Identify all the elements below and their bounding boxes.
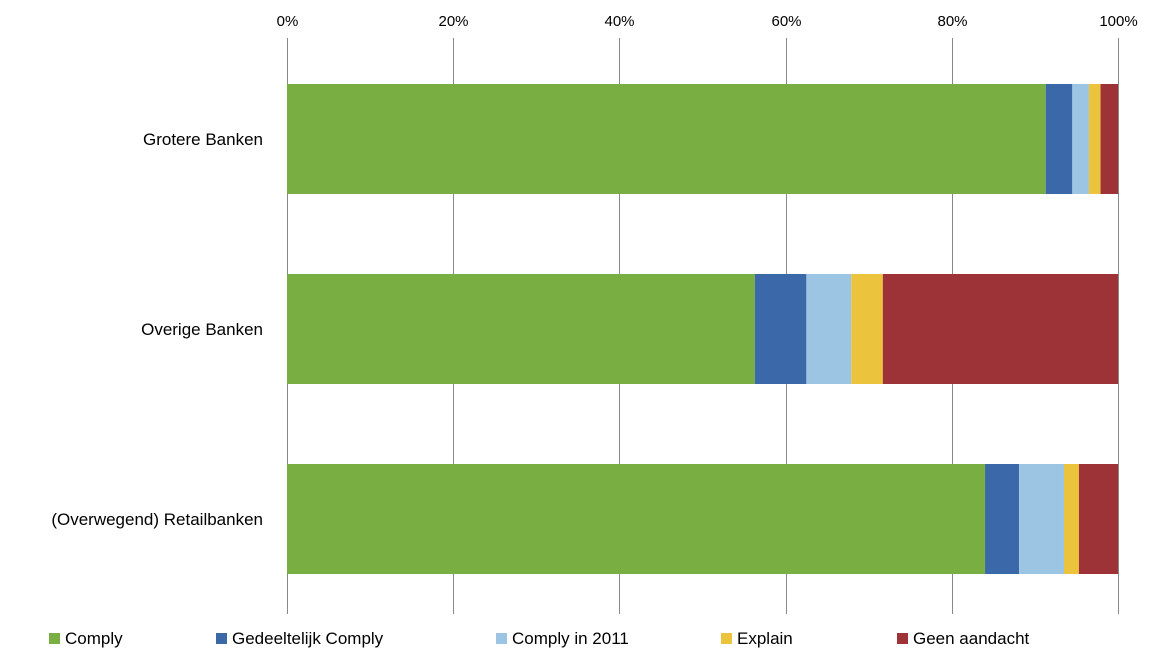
bar-segment-2-0 <box>287 464 986 574</box>
bar-segment-2-3 <box>1063 464 1079 574</box>
bar-segment-0-1 <box>1045 84 1073 194</box>
bar-segment-1-2 <box>806 274 852 384</box>
legend-label-3: Explain <box>737 629 793 648</box>
legend-label-0: Comply <box>65 629 123 648</box>
bar-segment-2-4 <box>1078 464 1118 574</box>
bar-segment-0-2 <box>1072 84 1089 194</box>
bar-segment-1-0 <box>287 274 755 384</box>
bar-segment-1-3 <box>851 274 883 384</box>
tick-label-80: 80% <box>937 13 967 30</box>
tick-label-0: 0% <box>277 13 299 30</box>
legend: Comply Gedeeltelijk Comply Comply in 2011 E… <box>49 629 1030 648</box>
tick-label-60: 60% <box>771 13 801 30</box>
category-label-1: Overige Banken <box>141 320 263 339</box>
bar-segment-1-4 <box>882 274 1118 384</box>
bars <box>287 84 1118 574</box>
bar-segment-1-1 <box>754 274 807 384</box>
axis-labels: 0% 20% 40% 60% 80% 100% Grotere Banken Overige … <box>51 13 1137 529</box>
legend-swatch-1 <box>216 633 227 644</box>
bar-segment-2-2 <box>1019 464 1064 574</box>
category-label-0: Grotere Banken <box>143 130 263 149</box>
tick-label-100: 100% <box>1099 13 1137 30</box>
legend-label-4: Geen aandacht <box>913 629 1030 648</box>
legend-swatch-3 <box>721 633 732 644</box>
category-label-2: (Overwegend) Retailbanken <box>51 510 263 529</box>
tick-label-20: 20% <box>438 13 468 30</box>
legend-swatch-0 <box>49 633 60 644</box>
legend-label-2: Comply in 2011 <box>512 629 629 648</box>
legend-label-1: Gedeeltelijk Comply <box>232 629 384 648</box>
bar-segment-0-4 <box>1100 84 1118 194</box>
legend-swatch-2 <box>496 633 507 644</box>
legend-swatch-4 <box>897 633 908 644</box>
tick-label-40: 40% <box>604 13 634 30</box>
bar-segment-0-0 <box>287 84 1046 194</box>
bar-segment-2-1 <box>985 464 1020 574</box>
bar-segment-0-3 <box>1088 84 1101 194</box>
